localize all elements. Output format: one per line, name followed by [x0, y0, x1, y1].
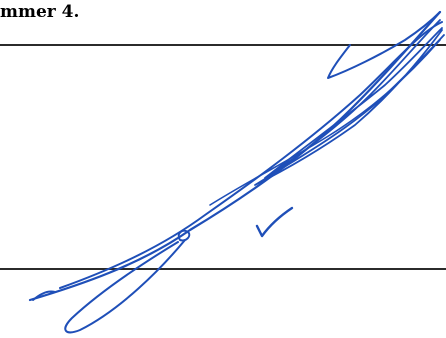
signature-stroke-main: [28, 10, 442, 302]
field-label: mmer 4.: [0, 2, 80, 22]
signature-stroke-upper-loop-d: [209, 39, 441, 206]
signature-line-top: [0, 44, 446, 46]
signature-stroke-parallel: [59, 21, 443, 289]
signature-stroke-curl: [177, 229, 191, 242]
signature-stroke-lower-loop: [64, 239, 186, 334]
signature-stroke-upper-loop-a: [327, 11, 441, 79]
signature-stroke-checkmark: [255, 206, 294, 238]
signature-stroke-tail-hook: [32, 290, 56, 301]
signature-line-bottom: [0, 268, 446, 270]
signature-stroke-upper-loop-b: [264, 19, 443, 179]
